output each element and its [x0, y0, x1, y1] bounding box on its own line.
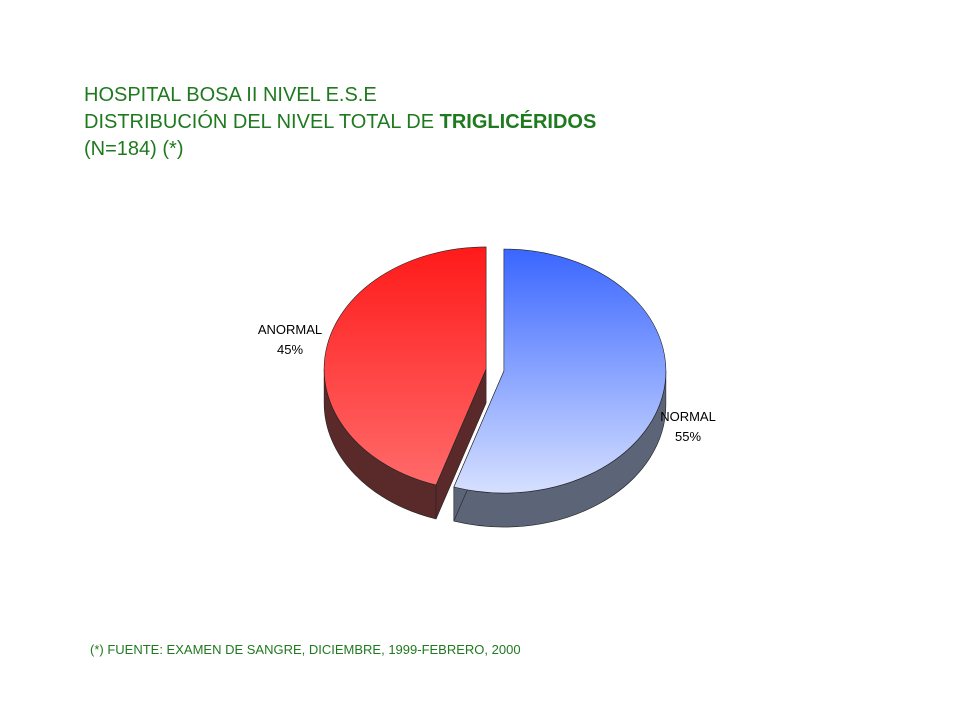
- title-prefix: DISTRIBUCIÓN DEL NIVEL TOTAL DE: [84, 111, 440, 133]
- title-line-sample-size: (N=184) (*): [84, 138, 184, 160]
- chart-title: HOSPITAL BOSA II NIVEL E.S.E DISTRIBUCIÓ…: [84, 82, 596, 163]
- slice-label-normal-name: NORMAL: [660, 409, 716, 424]
- slice-label-anormal-name: ANORMAL: [258, 322, 322, 337]
- title-line-distribution: DISTRIBUCIÓN DEL NIVEL TOTAL DE TRIGLICÉ…: [84, 109, 596, 136]
- slice-label-anormal-value: 45%: [277, 342, 303, 357]
- title-line-hospital: HOSPITAL BOSA II NIVEL E.S.E: [84, 84, 377, 106]
- slice-label-normal-value: 55%: [675, 429, 701, 444]
- title-bold-triglicerides: TRIGLICÉRIDOS: [439, 111, 597, 133]
- pie-slices: [323, 246, 667, 528]
- slice-top-normal: [453, 248, 667, 494]
- slice-top-anormal: [323, 246, 487, 486]
- source-footnote: (*) FUENTE: EXAMEN DE SANGRE, DICIEMBRE,…: [90, 642, 521, 657]
